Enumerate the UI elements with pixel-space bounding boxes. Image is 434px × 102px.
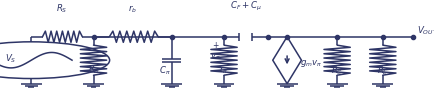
Text: $V_{OUT}$: $V_{OUT}$ (416, 25, 434, 37)
Text: +: + (212, 41, 218, 50)
Text: $R_B$: $R_B$ (88, 64, 99, 76)
Text: $C_{\pi}$: $C_{\pi}$ (159, 64, 171, 77)
Text: $r_b$: $r_b$ (128, 3, 137, 15)
Text: $R_C$: $R_C$ (330, 64, 342, 77)
Text: −: − (211, 66, 218, 75)
Text: $C_F + C_{\mu}$: $C_F + C_{\mu}$ (229, 0, 261, 13)
Text: $R_L$: $R_L$ (376, 64, 388, 77)
Text: $v_{\pi}$: $v_{\pi}$ (210, 52, 220, 62)
Text: $V_S$: $V_S$ (5, 53, 16, 65)
Text: $R_S$: $R_S$ (56, 3, 68, 15)
Text: $r_{\pi}$: $r_{\pi}$ (219, 65, 228, 76)
Text: $g_m v_{\pi}$: $g_m v_{\pi}$ (299, 58, 322, 69)
